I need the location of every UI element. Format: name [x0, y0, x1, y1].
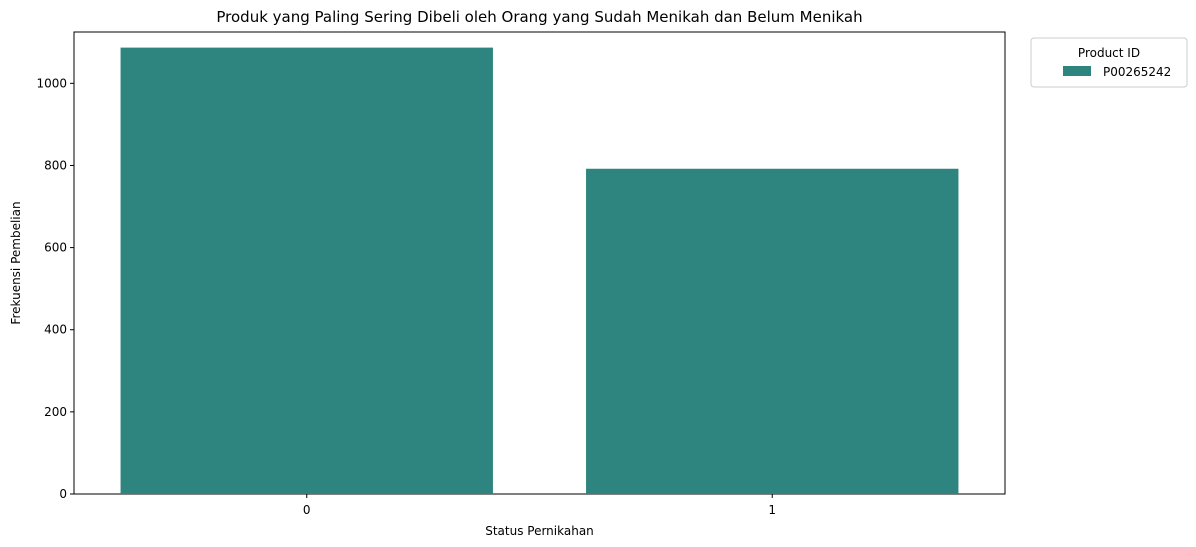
legend-entry-label: P00265242	[1103, 65, 1171, 79]
y-axis-ticks: 0 200 400 600 800 1000	[36, 76, 74, 501]
legend-title: Product ID	[1078, 46, 1140, 60]
y-tick-label: 0	[59, 487, 67, 501]
y-tick-label: 400	[44, 323, 67, 337]
y-axis-label: Frekuensi Pembelian	[9, 201, 23, 324]
plot-area-frame	[73, 31, 1006, 495]
x-axis-label: Status Pernikahan	[485, 524, 594, 538]
bars-group	[120, 47, 959, 494]
bar-0	[120, 47, 493, 494]
legend-swatch	[1063, 66, 1091, 76]
x-tick-label: 1	[768, 503, 776, 517]
y-tick-label: 200	[44, 405, 67, 419]
x-tick-label: 0	[303, 503, 311, 517]
bar-1	[586, 168, 959, 494]
legend: Product ID P00265242	[1030, 37, 1188, 88]
chart-title: Produk yang Paling Sering Dibeli oleh Or…	[216, 8, 862, 26]
y-tick-label: 1000	[36, 76, 67, 90]
y-tick-label: 600	[44, 241, 67, 255]
y-tick-label: 800	[44, 158, 67, 172]
